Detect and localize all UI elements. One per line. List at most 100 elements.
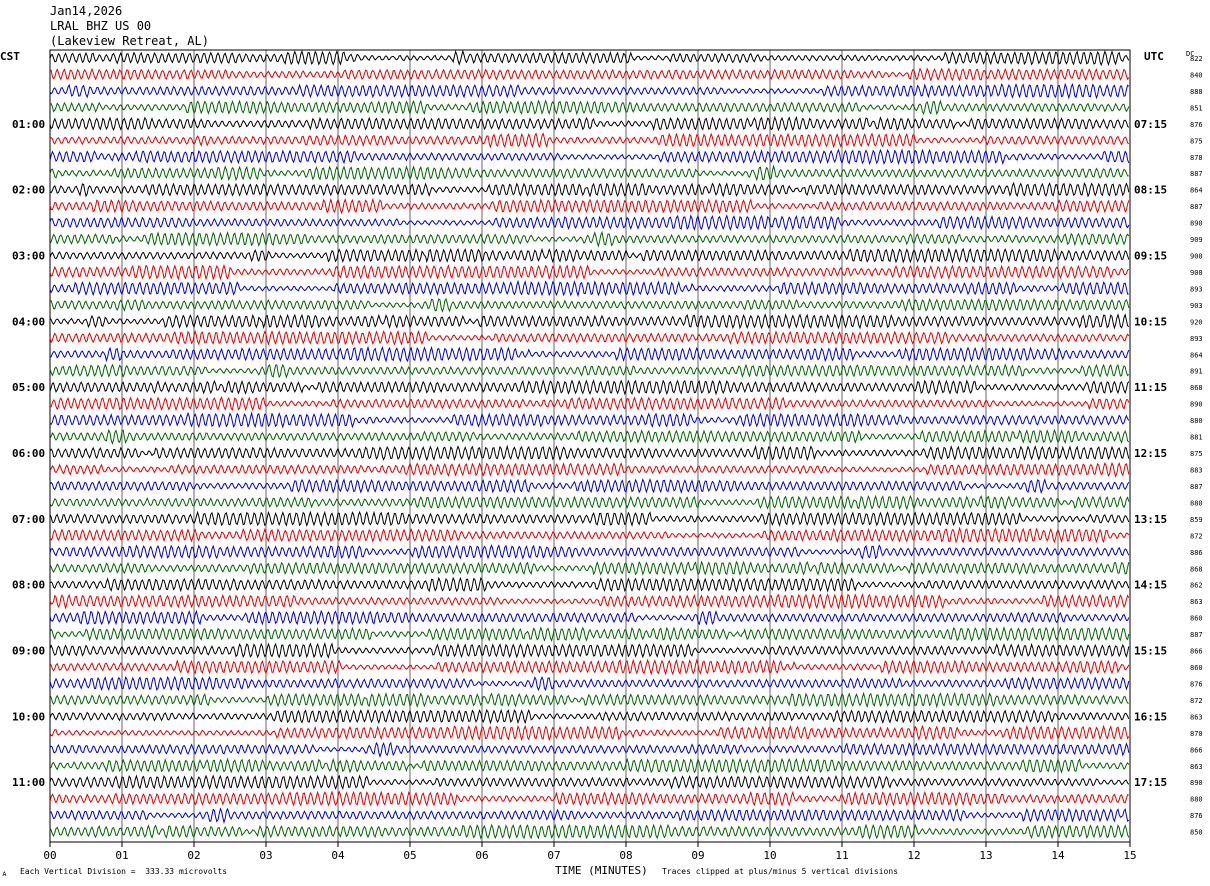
dc-offset-label: 868 — [1190, 384, 1203, 392]
seismic-trace — [49, 526, 1130, 544]
dc-offset-label: 872 — [1190, 697, 1203, 705]
seismic-trace — [49, 329, 1130, 346]
dc-offset-label: 876 — [1190, 121, 1203, 129]
utc-hour-label: 07:15 — [1134, 118, 1167, 131]
dc-offset-label: 859 — [1190, 516, 1203, 524]
x-tick-label: 15 — [1123, 849, 1136, 862]
cst-hour-label: 11:00 — [12, 776, 45, 789]
corner-mark: ᴀ — [2, 869, 7, 878]
cst-hour-label: 03:00 — [12, 250, 45, 263]
seismic-trace — [49, 82, 1130, 100]
x-tick-label: 05 — [403, 849, 416, 862]
utc-hour-label: 11:15 — [1134, 381, 1167, 394]
x-tick-label: 04 — [331, 849, 345, 862]
seismic-trace — [49, 214, 1130, 231]
seismic-trace — [49, 115, 1130, 132]
x-tick-label: 00 — [43, 849, 56, 862]
x-tick-label: 02 — [187, 849, 200, 862]
seismic-trace — [49, 807, 1130, 825]
seismic-trace — [49, 247, 1130, 264]
dc-label: DC — [1186, 50, 1195, 58]
dc-offset-label: 880 — [1190, 417, 1203, 425]
seismic-trace — [49, 263, 1130, 281]
utc-hour-label: 08:15 — [1134, 184, 1167, 197]
seismic-trace — [49, 396, 1130, 412]
dc-offset-label: 851 — [1190, 104, 1203, 112]
seismic-trace — [49, 428, 1130, 446]
dc-offset-label: 822 — [1190, 55, 1203, 63]
dc-offset-label: 870 — [1190, 730, 1203, 738]
x-tick-label: 13 — [979, 849, 992, 862]
utc-hour-label: 09:15 — [1134, 250, 1167, 263]
seismic-trace — [49, 544, 1130, 560]
seismic-trace — [49, 560, 1130, 577]
dc-offset-label: 893 — [1190, 335, 1203, 343]
dc-offset-label: 900 — [1190, 269, 1203, 277]
dc-offset-label: 864 — [1190, 187, 1203, 195]
seismic-trace — [49, 691, 1129, 709]
dc-offset-label: 878 — [1190, 154, 1203, 162]
seismic-trace — [49, 593, 1130, 610]
seismic-trace — [49, 576, 1130, 593]
dc-offset-label: 860 — [1190, 615, 1203, 623]
dc-offset-label: 883 — [1190, 467, 1203, 475]
dc-offset-label: 840 — [1190, 71, 1203, 79]
dc-offset-label: 880 — [1190, 796, 1203, 804]
header-date: Jan14,2026 — [50, 4, 123, 18]
dc-offset-label: 890 — [1190, 401, 1203, 409]
seismic-trace — [49, 197, 1130, 215]
dc-offset-label: 863 — [1190, 598, 1203, 606]
cst-hour-label: 08:00 — [12, 579, 45, 592]
seismic-trace — [49, 625, 1130, 643]
dc-offset-label: 880 — [1190, 499, 1203, 507]
seismic-trace — [49, 658, 1130, 676]
cst-hour-label: 09:00 — [12, 645, 45, 658]
x-tick-label: 10 — [763, 849, 776, 862]
dc-offset-label: 903 — [1190, 302, 1203, 310]
dc-offset-label: 886 — [1190, 549, 1203, 557]
dc-offset-label: 887 — [1190, 170, 1203, 178]
utc-hour-label: 17:15 — [1134, 776, 1167, 789]
dc-offset-label: 909 — [1190, 236, 1203, 244]
seismic-trace — [49, 279, 1129, 298]
utc-hour-label: 15:15 — [1134, 645, 1167, 658]
seismic-trace — [49, 148, 1130, 166]
header-station: LRAL BHZ US 00 — [50, 19, 152, 33]
utc-hour-label: 10:15 — [1134, 315, 1167, 328]
seismic-trace — [49, 477, 1130, 495]
clip-note: Traces clipped at plus/minus 5 vertical … — [662, 867, 899, 876]
seismic-trace — [49, 230, 1130, 248]
right-timezone-label: UTC — [1144, 50, 1164, 63]
dc-offset-label: 887 — [1190, 631, 1203, 639]
utc-hour-label: 13:15 — [1134, 513, 1167, 526]
seismic-trace — [49, 461, 1130, 478]
seismic-trace — [49, 708, 1130, 725]
seismic-trace — [49, 510, 1130, 527]
dc-offset-label: 863 — [1190, 763, 1203, 771]
scale-note: Each Vertical Division = 333.33 microvol… — [20, 867, 228, 876]
dc-offset-label: 866 — [1190, 648, 1203, 656]
dc-offset-label: 875 — [1190, 137, 1203, 145]
cst-hour-label: 10:00 — [12, 710, 45, 723]
dc-offset-label: 920 — [1190, 318, 1203, 326]
seismic-trace — [49, 790, 1129, 807]
seismic-trace — [49, 164, 1129, 182]
dc-offset-label: 893 — [1190, 285, 1203, 293]
seismic-trace — [49, 378, 1130, 396]
dc-offset-label: 864 — [1190, 351, 1203, 359]
seismic-trace — [49, 313, 1130, 330]
seismic-trace — [49, 363, 1130, 379]
utc-hour-label: 16:15 — [1134, 710, 1167, 723]
x-tick-label: 06 — [475, 849, 488, 862]
header-location: (Lakeview Retreat, AL) — [50, 34, 209, 48]
seismic-trace — [49, 774, 1130, 791]
dc-offset-label: 887 — [1190, 483, 1203, 491]
utc-hour-label: 12:15 — [1134, 447, 1167, 460]
cst-hour-label: 07:00 — [12, 513, 45, 526]
seismic-trace — [49, 609, 1130, 626]
seismic-trace — [49, 67, 1130, 82]
cst-hour-label: 06:00 — [12, 447, 45, 460]
seismic-trace — [49, 741, 1130, 758]
seismic-trace — [49, 49, 1130, 67]
